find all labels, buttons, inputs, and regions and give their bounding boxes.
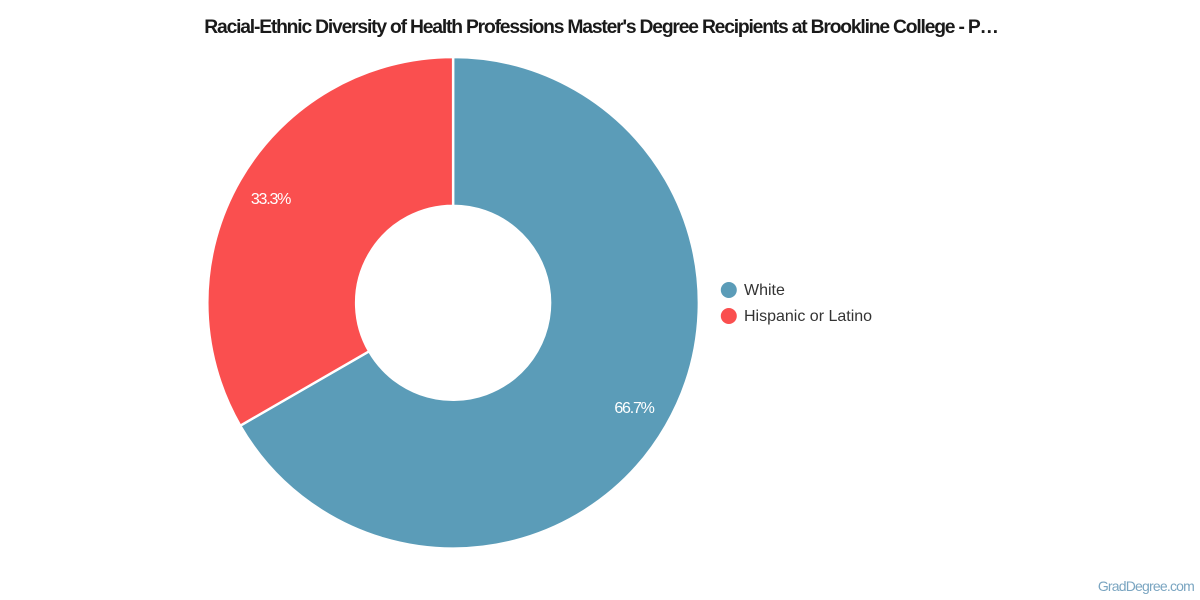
svg-text:66.7%: 66.7% [614,400,654,417]
svg-text:33.3%: 33.3% [251,191,291,208]
